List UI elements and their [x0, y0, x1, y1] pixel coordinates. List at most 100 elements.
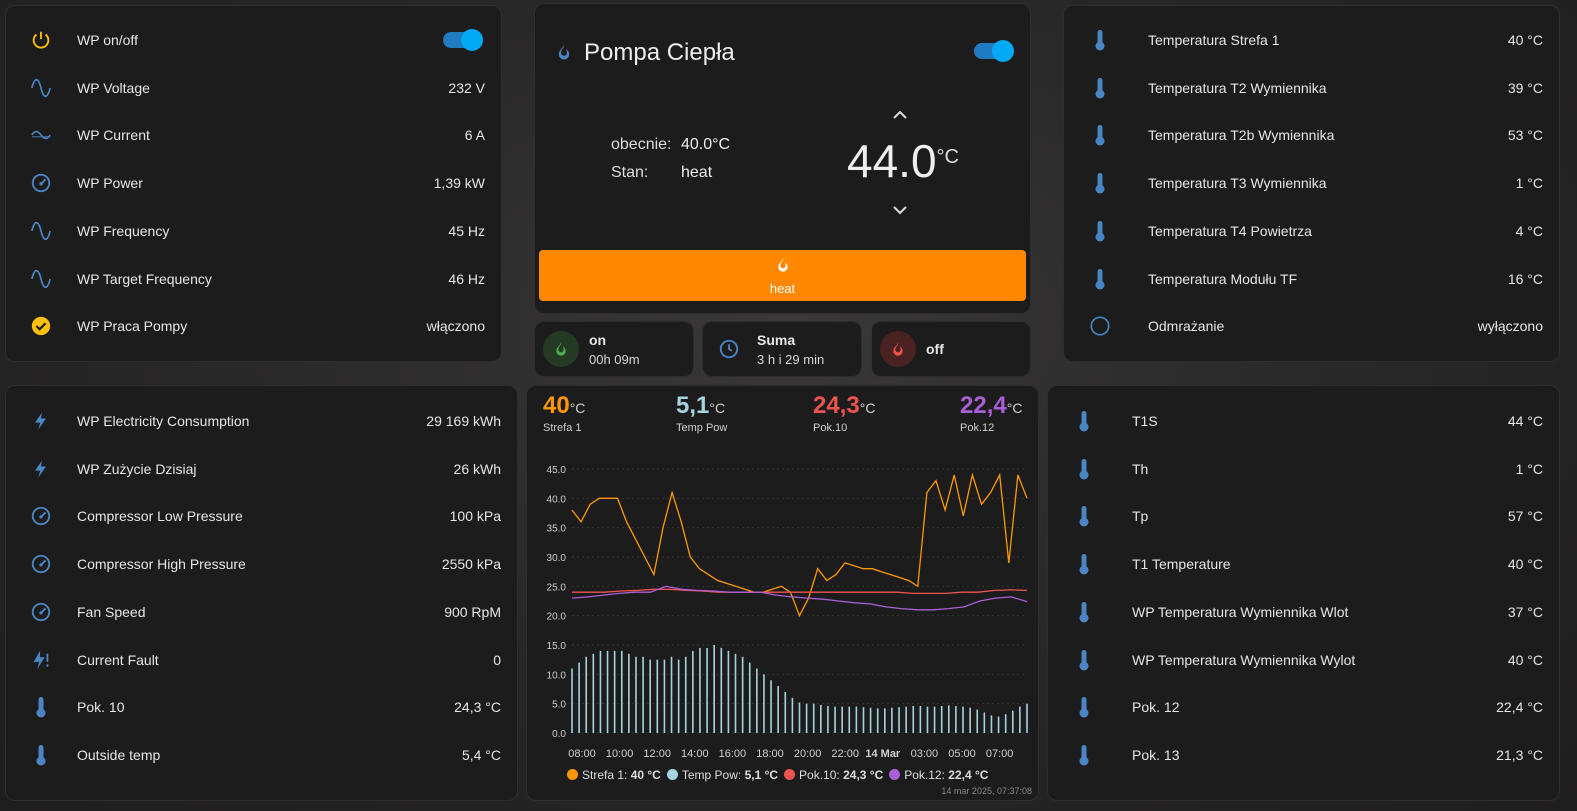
series-line-strefa-1: [571, 472, 1028, 618]
fire-icon: [880, 331, 916, 367]
entity-row-temperatura-t2-wymiennika[interactable]: Temperatura T2 Wymiennika 39 °C: [1064, 64, 1559, 112]
entity-row-wp-power[interactable]: WP Power 1,39 kW: [6, 159, 501, 207]
entity-label: Fan Speed: [77, 603, 146, 620]
lightning-icon: [29, 457, 53, 481]
entity-value: włączono: [426, 318, 485, 335]
left-bottom-card: WP Electricity Consumption 29 169 kWh WP Z…: [5, 385, 518, 801]
status-sum-sub: 3 h i 29 min: [757, 351, 825, 367]
entity-value: 100 kPa: [449, 508, 501, 525]
state-label: Stan:: [611, 164, 649, 181]
x-tick-label: 20:00: [794, 748, 822, 760]
entity-value: 1 °C: [1515, 460, 1543, 477]
chart-legend: Strefa 1: 40 °C Temp Pow: 5,1 °C Pok.10: 2…: [567, 767, 994, 785]
entity-row-wp-temperatura-wymiennika-wylot[interactable]: WP Temperatura Wymiennika Wylot 40 °C: [1048, 636, 1559, 684]
entity-row-wp-electricity-consumption[interactable]: WP Electricity Consumption 29 169 kWh: [6, 397, 517, 445]
left-top-card: WP on/off WP Voltage 232 V WP Current 6 A WP …: [5, 5, 502, 362]
legend-item-pok-12[interactable]: Pok.12: 22,4 °C: [889, 768, 988, 782]
right-bottom-card: T1S 44 °C Th 1 °C Tp 57 °C T1 Temperature 40 °C…: [1047, 385, 1560, 801]
entity-label: Pok. 13: [1132, 746, 1180, 763]
entity-row-compressor-high-pressure[interactable]: Compressor High Pressure 2550 kPa: [6, 540, 517, 588]
entity-value: 1,39 kW: [433, 175, 485, 192]
status-card-on[interactable]: on 00h 09m: [534, 321, 694, 377]
graph-header-pok-12[interactable]: 22,4°C Pok.12: [960, 392, 1022, 434]
chevron-down-icon[interactable]: [892, 203, 908, 222]
gauge-icon: [29, 600, 53, 624]
x-tick-label: 14:00: [681, 748, 709, 760]
status-card-off[interactable]: off: [871, 321, 1031, 377]
target-temperature: 44.0°C: [847, 135, 959, 187]
legend-item-temp-pow[interactable]: Temp Pow: 5,1 °C: [666, 767, 779, 782]
entity-value: 21,3 °C: [1496, 746, 1543, 763]
x-tick-label: 05:00: [948, 748, 976, 760]
thermometer-icon: [1072, 743, 1096, 767]
entity-value: 2550 kPa: [441, 556, 501, 573]
entity-row-t1s[interactable]: T1S 44 °C: [1048, 397, 1559, 445]
entity-row-compressor-low-pressure[interactable]: Compressor Low Pressure 100 kPa: [6, 492, 517, 540]
graph-header-pok-10[interactable]: 24,3°C Pok.10: [813, 392, 875, 434]
entity-row-pok-10[interactable]: Pok. 10 24,3 °C: [6, 683, 517, 731]
thermometer-icon: [1072, 504, 1096, 528]
entity-value: wyłączono: [1477, 318, 1543, 335]
entity-row-wp-target-frequency[interactable]: WP Target Frequency 46 Hz: [6, 255, 501, 303]
entity-row-t1-temperature[interactable]: T1 Temperature 40 °C: [1048, 540, 1559, 588]
chevron-up-icon[interactable]: [892, 108, 908, 127]
entity-row-tp[interactable]: Tp 57 °C: [1048, 492, 1559, 540]
entity-row-wp-temperatura-wymiennika-wlot[interactable]: WP Temperatura Wymiennika Wlot 37 °C: [1048, 588, 1559, 636]
legend-dot: [666, 769, 678, 780]
power-toggle[interactable]: [443, 29, 483, 51]
y-tick-label: 20.0: [547, 612, 567, 623]
entity-row-temperatura-t2b-wymiennika[interactable]: Temperatura T2b Wymiennika 53 °C: [1064, 111, 1559, 159]
entity-row-th[interactable]: Th 1 °C: [1048, 445, 1559, 493]
entity-row-temperatura-modu-u-tf[interactable]: Temperatura Modułu TF 16 °C: [1064, 255, 1559, 303]
thermometer-icon: [1072, 648, 1096, 672]
header-name: Pok.10: [813, 422, 848, 434]
entity-label: T1S: [1132, 413, 1158, 429]
legend-value: 24,3 °C: [843, 767, 884, 782]
entity-row-temperatura-t3-wymiennika[interactable]: Temperatura T3 Wymiennika 1 °C: [1064, 159, 1559, 207]
gauge-icon: [29, 171, 53, 195]
header-name: Strefa 1: [543, 422, 582, 434]
graph-header-strefa-1[interactable]: 40°C Strefa 1: [543, 392, 585, 434]
graph-header-temp-pow[interactable]: 5,1°C Temp Pow: [676, 392, 727, 434]
legend-item-strefa-1[interactable]: Strefa 1: 40 °C: [567, 768, 661, 782]
entity-row-wp-on-off[interactable]: WP on/off: [6, 16, 501, 64]
y-tick-label: 40.0: [547, 494, 567, 505]
entity-row-temperatura-t4-powietrza[interactable]: Temperatura T4 Powietrza 4 °C: [1064, 207, 1559, 255]
thermostat-toggle[interactable]: [974, 40, 1014, 62]
entity-row-wp-frequency[interactable]: WP Frequency 45 Hz: [6, 207, 501, 255]
entity-row-pok-12[interactable]: Pok. 12 22,4 °C: [1048, 683, 1559, 731]
entity-row-temperatura-strefa-1[interactable]: Temperatura Strefa 1 40 °C: [1064, 16, 1559, 64]
entity-row-wp-zuzycie-dzisiaj[interactable]: WP Zużycie Dzisiaj 26 kWh: [6, 445, 517, 493]
header-value: 24,3: [813, 392, 860, 419]
entity-label: WP Power: [77, 175, 143, 192]
entity-value: 40 °C: [1507, 651, 1543, 668]
header-value: 5,1: [676, 392, 710, 419]
thermometer-icon: [1088, 76, 1112, 100]
legend-item-pok-10[interactable]: Pok.10: 24,3 °C: [784, 768, 883, 782]
y-tick-label: 45.0: [547, 465, 567, 476]
thermostat-card: Pompa Ciepła obecnie: 40.0°C Stan: heat …: [534, 3, 1031, 314]
heat-mode-button[interactable]: heat: [539, 250, 1026, 301]
entity-row-wp-praca-pompy[interactable]: WP Praca Pompy włączono: [6, 302, 501, 350]
header-unit: °C: [569, 400, 586, 416]
legend-value: 5,1 °C: [744, 767, 779, 782]
current-ac-icon: [29, 123, 53, 147]
entity-row-pok-13[interactable]: Pok. 13 21,3 °C: [1048, 731, 1559, 779]
thermometer-icon: [1072, 552, 1096, 576]
legend-dot: [784, 769, 796, 780]
entity-row-odmrazanie[interactable]: Odmrażanie wyłączono: [1064, 302, 1559, 350]
status-off-title: off: [926, 341, 944, 357]
thermometer-icon: [29, 695, 53, 719]
x-tick-label: 03:00: [911, 748, 939, 760]
current-label: obecnie:: [611, 136, 672, 153]
entity-row-outside-temp[interactable]: Outside temp 5,4 °C: [6, 731, 517, 779]
entity-row-current-fault[interactable]: Current Fault 0: [6, 636, 517, 684]
thermometer-icon: [1072, 600, 1096, 624]
status-card-sum[interactable]: Suma 3 h i 29 min: [702, 321, 862, 377]
entity-row-wp-current[interactable]: WP Current 6 A: [6, 111, 501, 159]
entity-row-fan-speed[interactable]: Fan Speed 900 RpM: [6, 588, 517, 636]
entity-value: 46 Hz: [448, 270, 485, 287]
entity-row-wp-voltage[interactable]: WP Voltage 232 V: [6, 64, 501, 112]
entity-value: 900 RpM: [444, 603, 501, 620]
thermometer-icon: [29, 743, 53, 767]
